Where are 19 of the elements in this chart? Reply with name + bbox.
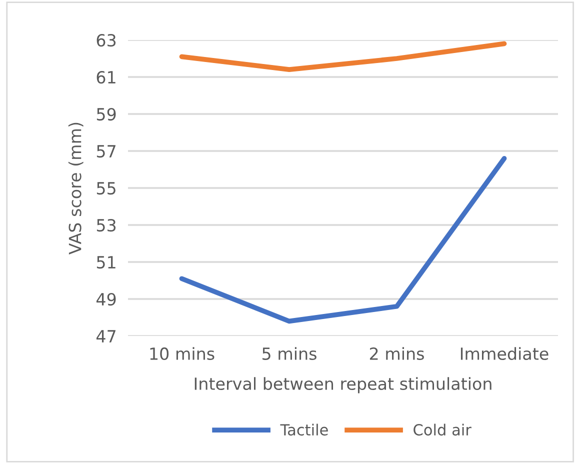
line-series: [179, 156, 507, 324]
y-tick-label: 47: [96, 330, 116, 342]
x-tick-label: 2 mins: [370, 347, 424, 360]
x-tick-label: 10 mins: [150, 347, 214, 360]
y-tick-label: 57: [96, 145, 116, 158]
y-tick-label: 61: [96, 70, 116, 84]
y-tick-label: 49: [96, 292, 116, 306]
y-tick-label: 59: [96, 108, 116, 121]
x-tick-label: Immediate: [460, 347, 548, 360]
y-tick-label: 55: [96, 182, 116, 195]
y-tick-label: 63: [96, 34, 116, 47]
line-series: [179, 41, 507, 72]
x-axis-title: Interval between repeat stimulation: [194, 377, 492, 394]
y-tick-label: 51: [96, 256, 116, 269]
legend-label: Cold air: [414, 424, 472, 436]
y-tick-label: 53: [96, 218, 116, 232]
y-axis-title: VAS score (mm): [68, 122, 84, 254]
legend-label: Tactile: [280, 424, 328, 436]
x-tick-label: 5 mins: [262, 347, 316, 360]
